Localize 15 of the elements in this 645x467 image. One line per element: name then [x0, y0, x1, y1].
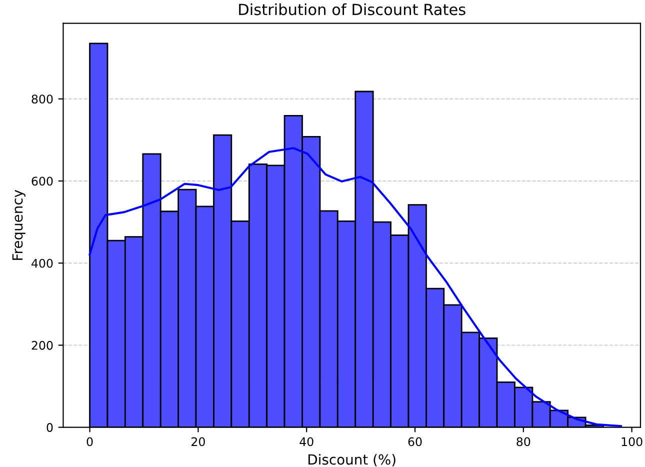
x-tick-label: 20 — [192, 437, 205, 446]
y-tick-label: 0 — [46, 423, 53, 432]
x-tick-label: 80 — [516, 437, 530, 446]
y-tick-label: 800 — [32, 94, 53, 104]
y-axis-title: Frequency — [12, 190, 26, 260]
y-tick-label: 400 — [32, 258, 53, 268]
x-tick-label: 0 — [86, 437, 93, 446]
x-axis-title: Discount (%) — [308, 454, 396, 466]
y-tick-label: 600 — [32, 176, 53, 186]
y-tick-label: 200 — [32, 340, 53, 350]
chart-title: Distribution of Discount Rates — [239, 3, 466, 16]
x-tick-label: 60 — [408, 437, 422, 446]
x-tick-label: 100 — [622, 437, 642, 446]
line-series — [88, 147, 622, 428]
x-tick-label: 40 — [300, 437, 314, 446]
